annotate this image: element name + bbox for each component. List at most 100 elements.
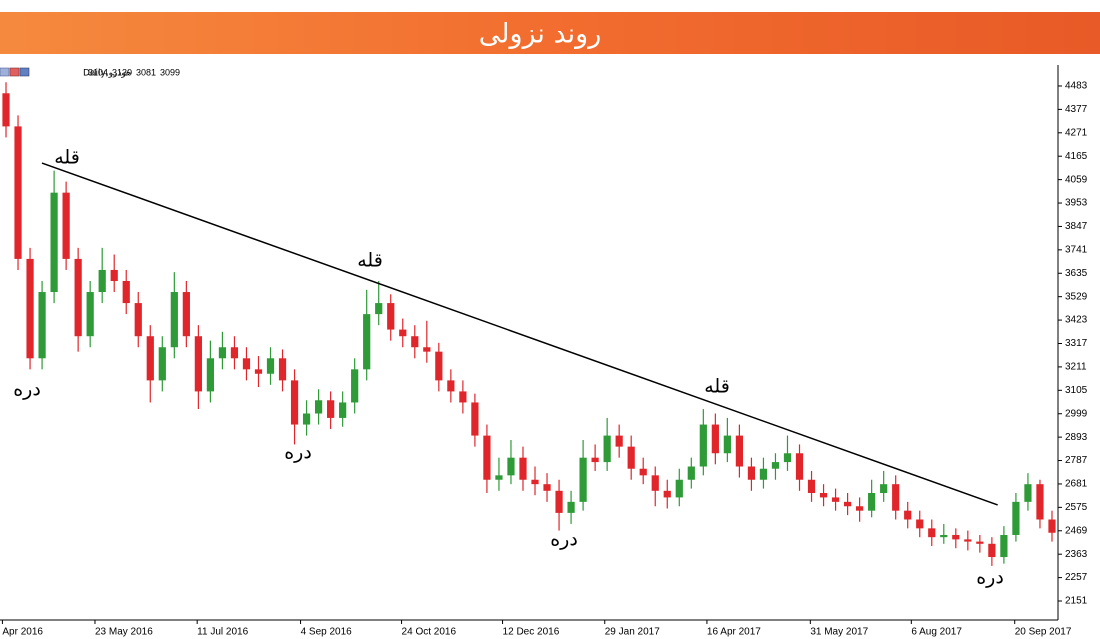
ohlc-value: 3130 (112, 67, 132, 77)
candle-body (964, 539, 972, 542)
candle-body (423, 347, 431, 352)
y-tick-label: 3741 (1065, 244, 1088, 255)
candle-body (435, 351, 443, 381)
x-tick-label: 24 Oct 2016 (402, 627, 457, 638)
candle-body (242, 358, 251, 370)
candle-body (339, 402, 347, 418)
candle-body (122, 280, 130, 304)
candle-body (880, 484, 888, 494)
candle-body (266, 358, 275, 374)
y-tick-label: 4165 (1065, 151, 1088, 162)
trend-line (41, 162, 998, 506)
candle-body (819, 493, 828, 498)
candle-body (567, 501, 575, 513)
y-tick-label: 2893 (1065, 432, 1088, 443)
candle-body (254, 369, 263, 374)
candle-body (14, 126, 22, 259)
candle-body (182, 292, 190, 337)
y-tick-label: 2999 (1065, 408, 1088, 419)
candle-body (940, 534, 948, 538)
candle-body (543, 484, 551, 491)
candle-body (507, 457, 515, 476)
ohlc-value: 3081 (136, 67, 156, 77)
candle-body (278, 358, 287, 381)
candle-body (663, 490, 671, 498)
candle-body (615, 435, 623, 447)
candle-body (50, 192, 58, 293)
candle-body (483, 435, 491, 480)
candle-body (314, 400, 323, 414)
candle-body (194, 336, 202, 392)
y-tick-label: 4059 (1065, 174, 1088, 185)
candle-body (843, 501, 852, 507)
candle-body (603, 435, 611, 463)
candle-body (158, 347, 166, 381)
candle-body (639, 468, 647, 476)
candle-body (579, 457, 587, 502)
y-tick-label: 3847 (1065, 221, 1088, 232)
y-tick-label: 3423 (1065, 315, 1088, 326)
x-tick-label: 29 Jan 2017 (605, 627, 660, 638)
y-tick-label: 3211 (1065, 362, 1087, 373)
title-banner (0, 12, 1100, 54)
candle-body (302, 413, 311, 425)
x-tick-label: 11 Jul 2016 (197, 627, 248, 638)
candle-body (591, 457, 599, 463)
candle-body (747, 466, 756, 480)
candle-body (110, 269, 118, 281)
candle-body (206, 358, 215, 392)
candle-body (230, 347, 239, 359)
toolbar-icon (19, 67, 30, 77)
candle-body (399, 329, 407, 337)
candle-body (327, 400, 335, 418)
candle-body (952, 534, 960, 540)
x-tick-label: 16 Apr 2017 (707, 627, 761, 638)
x-tick-label: 23 May 2016 (95, 627, 153, 638)
y-tick-label: 2787 (1065, 455, 1088, 466)
candle-body (170, 292, 178, 348)
x-tick-label: 12 Dec 2016 (503, 627, 560, 638)
y-tick-label: 2681 (1065, 479, 1088, 490)
x-tick-label: 4 Sep 2016 (301, 627, 353, 638)
candle-body (795, 453, 804, 480)
candle-body (651, 475, 659, 491)
y-tick-label: 3635 (1065, 268, 1088, 279)
candle-body (1024, 484, 1032, 502)
candle-body (831, 497, 840, 502)
candle-body (1012, 501, 1020, 535)
candle-body (471, 402, 479, 436)
candle-body (26, 258, 34, 359)
symbol-info: خودرو,Daily (83, 69, 132, 79)
x-tick-label: 6 Aug 2017 (911, 627, 962, 638)
candle-body (363, 314, 371, 370)
candle-body (74, 258, 82, 337)
y-tick-label: 3953 (1065, 198, 1088, 209)
annotation: قله (357, 250, 383, 272)
candle-body (459, 391, 467, 403)
toolbar-icon (9, 67, 20, 77)
candle-body (62, 192, 70, 259)
candle-body (699, 424, 707, 467)
candle-body (856, 506, 864, 511)
candle-body (411, 336, 419, 348)
candle-body (723, 435, 731, 454)
candle-body (868, 493, 876, 511)
candle-body (290, 380, 299, 425)
annotation: دره (550, 529, 578, 551)
candle-body (98, 269, 106, 293)
chart-title: روند نزولی (479, 19, 602, 50)
candle-body (711, 424, 719, 454)
candle-body (531, 479, 539, 485)
candle-body (916, 519, 924, 529)
annotation: دره (976, 567, 1004, 589)
candle-body (1000, 534, 1008, 558)
candle-body (627, 446, 635, 469)
candle-body (976, 541, 984, 544)
candle-body (387, 303, 395, 330)
candle-body (1048, 519, 1056, 533)
candle-body (351, 369, 359, 403)
y-tick-label: 4483 (1065, 81, 1088, 92)
y-tick-label: 2469 (1065, 525, 1088, 536)
